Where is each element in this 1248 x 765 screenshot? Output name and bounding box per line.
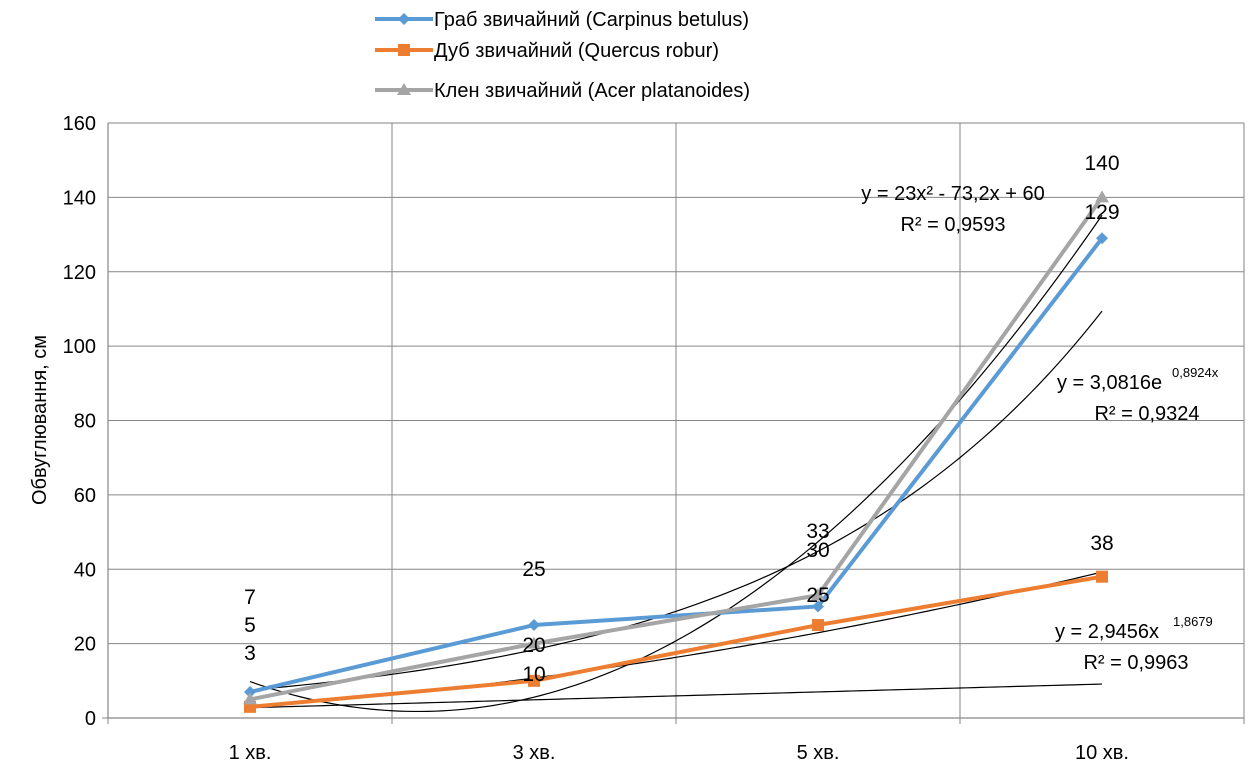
trendline-linear bbox=[249, 683, 1103, 709]
square-marker bbox=[398, 44, 410, 56]
x-tick-label: 1 хв. bbox=[229, 742, 272, 764]
y-tick-label: 120 bbox=[63, 262, 96, 284]
trendline-equation: y = 3,0816e bbox=[1057, 372, 1162, 394]
y-tick-label: 40 bbox=[74, 559, 96, 581]
data-label: 7 bbox=[244, 586, 256, 609]
data-label: 3 bbox=[244, 642, 256, 665]
data-label: 5 bbox=[244, 614, 256, 637]
y-tick-label: 160 bbox=[63, 113, 96, 135]
y-tick-label: 140 bbox=[63, 187, 96, 209]
data-label: 129 bbox=[1084, 201, 1119, 224]
y-tick-label: 0 bbox=[85, 708, 96, 730]
x-tick-label: 5 хв. bbox=[797, 742, 840, 764]
trendline-r2: R² = 0,9593 bbox=[900, 214, 1005, 236]
x-tick-label: 10 хв. bbox=[1075, 742, 1129, 764]
y-tick-label: 80 bbox=[74, 411, 96, 433]
data-label: 25 bbox=[806, 584, 829, 607]
trendline-equation: y = 2,9456x bbox=[1055, 621, 1159, 643]
trendlines bbox=[249, 214, 1103, 713]
data-series bbox=[243, 190, 1109, 713]
axes: 0 20 40 60 80 100 120 140 160 1 хв. 3 хв. 5 хв. 10 х… bbox=[63, 113, 1245, 764]
legend-label: Граб звичайний (Carpinus betulus) bbox=[434, 9, 749, 31]
triangle-marker bbox=[243, 692, 257, 705]
data-label: 33 bbox=[806, 520, 829, 543]
trendline-equation: y = 23x² - 73,2x + 60 bbox=[861, 183, 1044, 205]
diamond-marker bbox=[528, 619, 540, 632]
data-label: 10 bbox=[522, 663, 545, 686]
triangle-marker bbox=[1095, 190, 1109, 203]
trendline-r2: R² = 0,9963 bbox=[1083, 652, 1188, 674]
data-label: 38 bbox=[1090, 532, 1113, 555]
triangle-marker bbox=[397, 83, 411, 95]
data-labels: 7 25 30 129 3 10 25 38 5 20 33 140 bbox=[244, 152, 1119, 686]
trendline-equation-exponent: 1,8679 bbox=[1173, 614, 1213, 629]
diamond-marker bbox=[244, 685, 256, 698]
trendline-equations: y = 23x² - 73,2x + 60 R² = 0,9593 y = 3,08… bbox=[861, 183, 1218, 674]
series-line bbox=[249, 574, 1103, 709]
triangle-marker bbox=[527, 636, 541, 649]
y-tick-label: 20 bbox=[74, 634, 96, 656]
y-tick-label: 100 bbox=[63, 336, 96, 358]
data-label: 30 bbox=[806, 539, 829, 562]
x-tick-label: 3 хв. bbox=[513, 742, 556, 764]
grid bbox=[108, 122, 1245, 718]
diamond-marker bbox=[812, 600, 824, 613]
diamond-marker bbox=[398, 13, 410, 25]
triangle-marker bbox=[811, 588, 825, 601]
square-marker bbox=[1096, 570, 1108, 583]
series-line bbox=[249, 237, 1104, 694]
legend-label: Клен звичайний (Acer platanoides) bbox=[434, 80, 750, 102]
series-line bbox=[249, 196, 1104, 702]
data-label: 140 bbox=[1084, 152, 1119, 175]
legend: Граб звичайний (Carpinus betulus) Дуб зви… bbox=[375, 9, 750, 102]
data-label: 20 bbox=[522, 634, 545, 657]
trendline-polynomial bbox=[249, 214, 1103, 713]
data-label: 25 bbox=[522, 558, 545, 581]
diamond-marker bbox=[1096, 232, 1108, 245]
y-axis-title: Обвуглювання, см bbox=[29, 335, 51, 505]
y-tick-label: 60 bbox=[74, 485, 96, 507]
square-marker bbox=[812, 619, 824, 632]
trendline-equation-exponent: 0,8924x bbox=[1172, 365, 1219, 380]
trendline-r2: R² = 0,9324 bbox=[1094, 403, 1199, 425]
trendline-exponential bbox=[249, 310, 1103, 691]
square-marker bbox=[528, 674, 540, 687]
legend-label: Дуб звичайний (Quercus robur) bbox=[434, 40, 719, 62]
